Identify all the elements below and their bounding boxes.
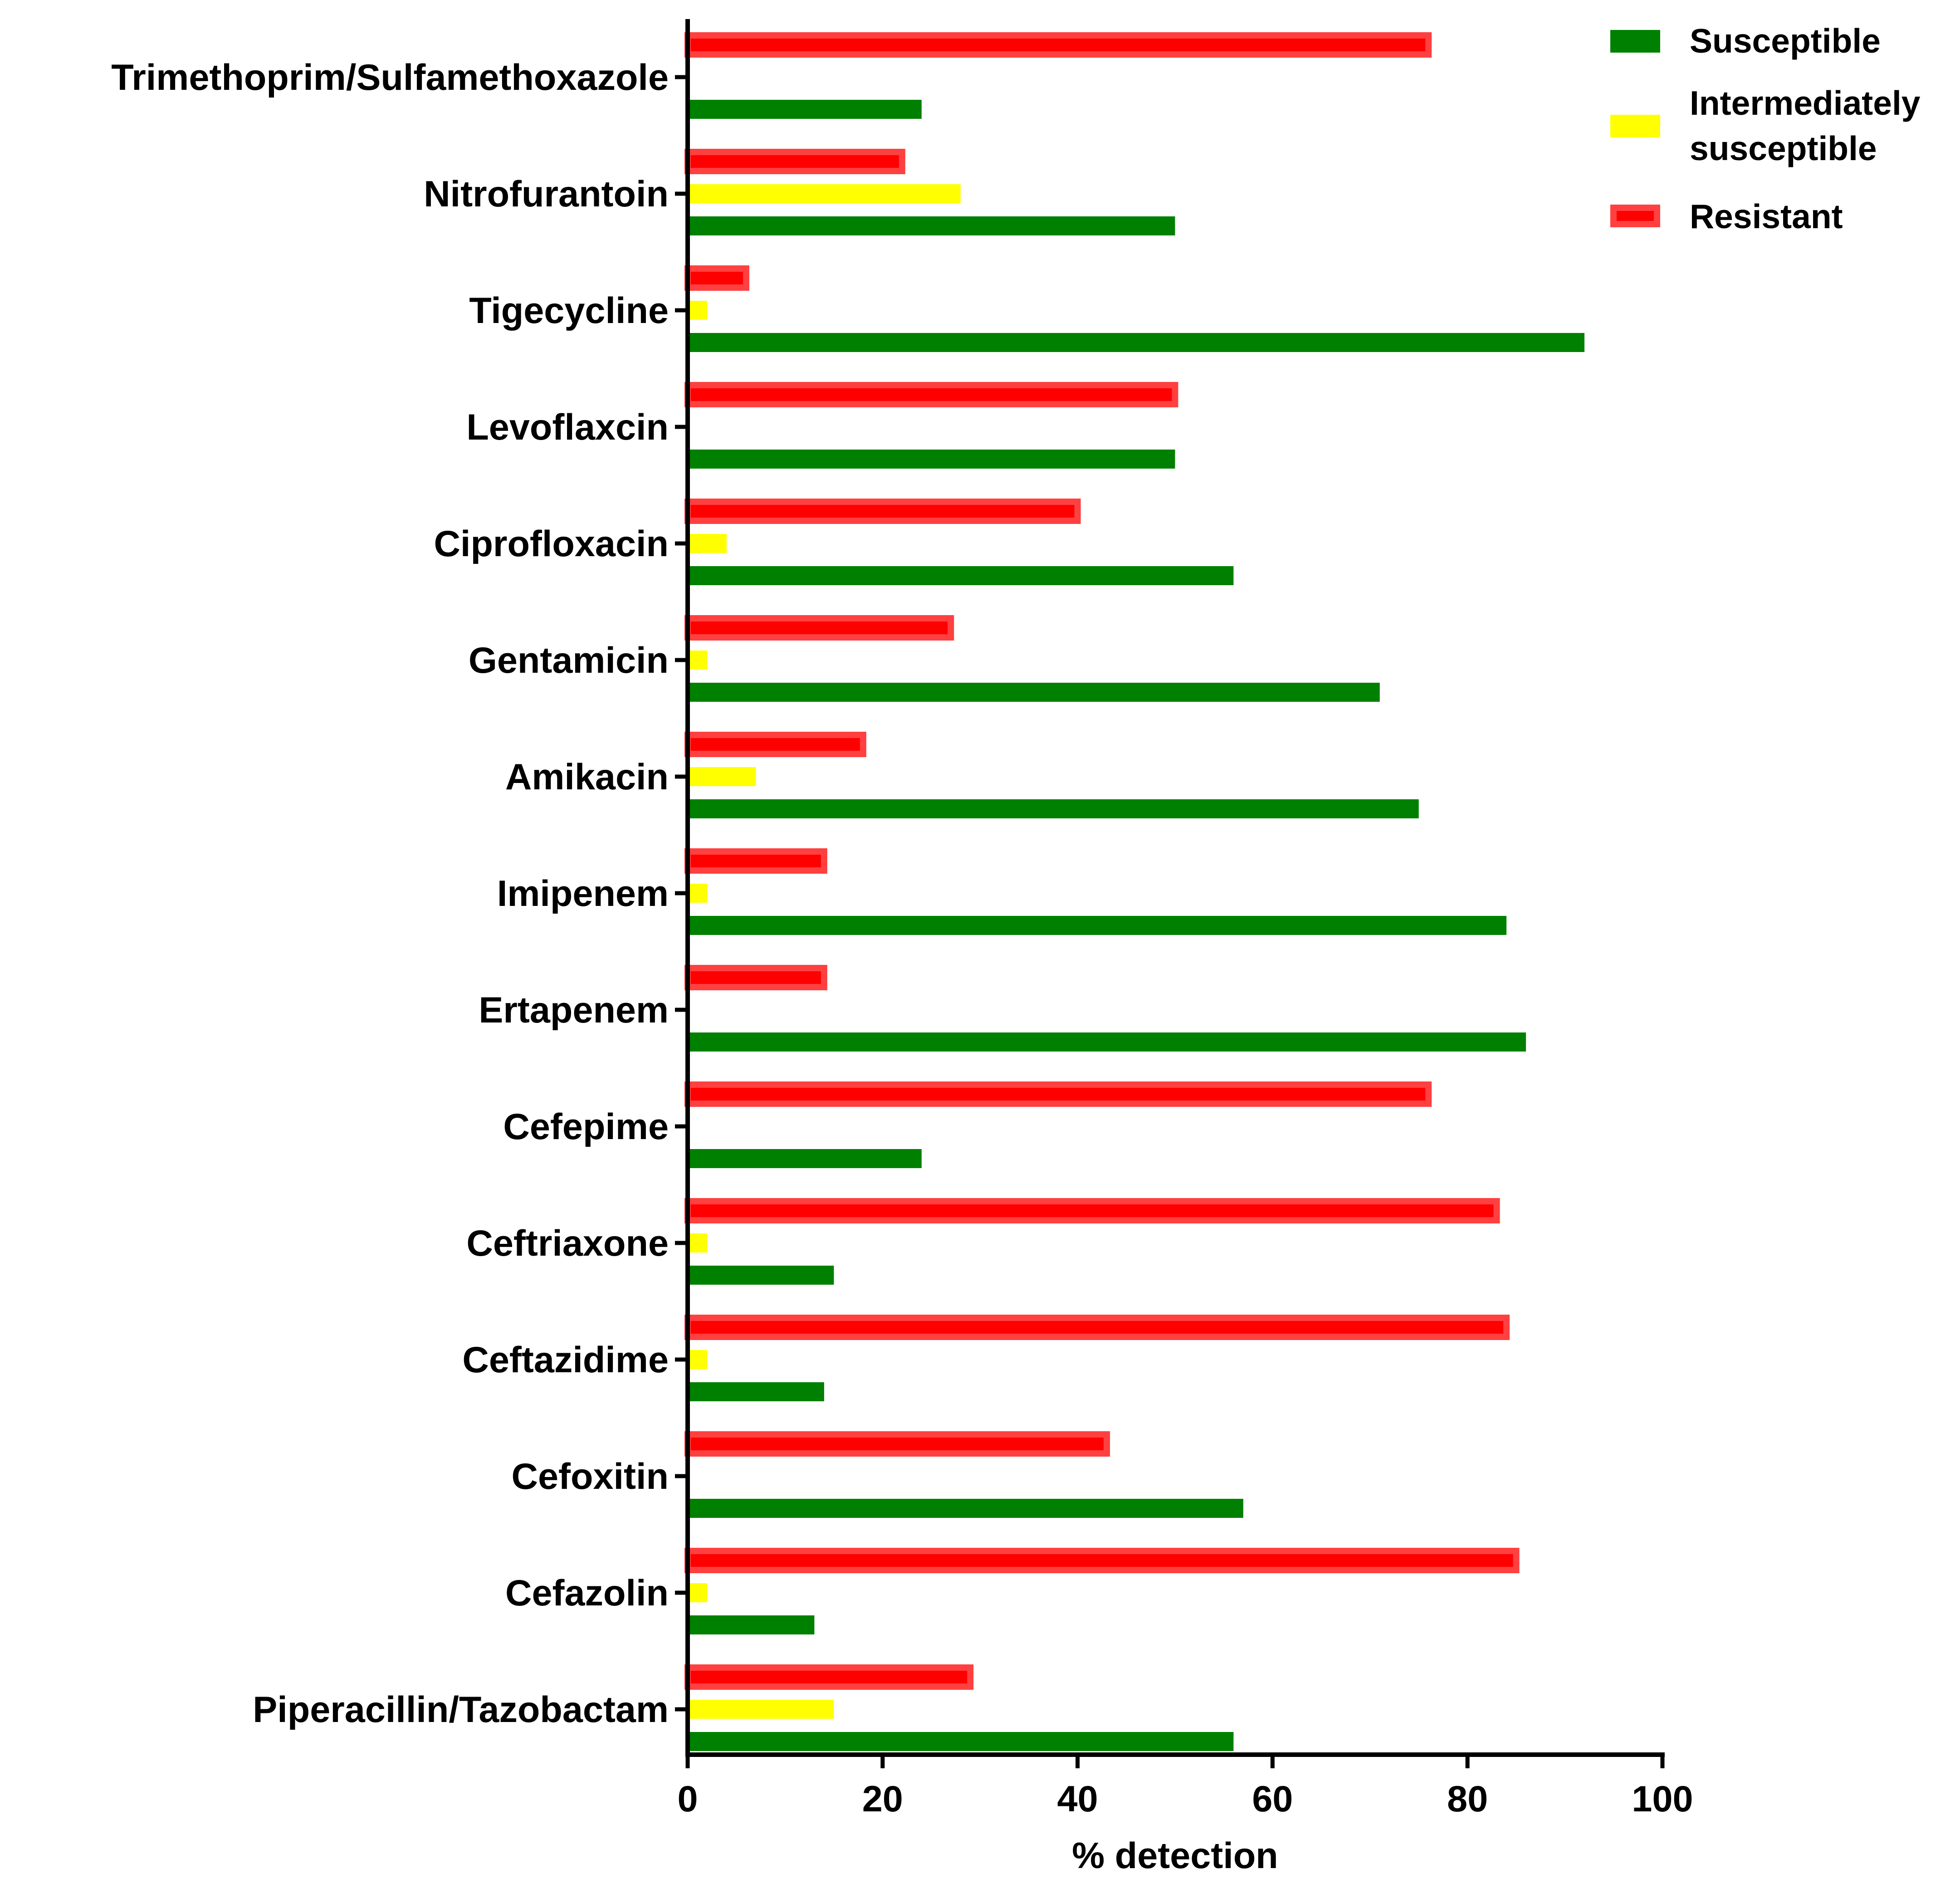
legend-swatch-susceptible <box>1610 30 1660 53</box>
bar-susceptible-cefoxitin <box>688 1499 1243 1518</box>
bar-susceptible-trimethoprim-sulfamethoxazole <box>688 100 922 119</box>
legend-label-resistant: Resistant <box>1690 197 1843 235</box>
bar-intermediate-ceftazidime <box>688 1350 707 1369</box>
bar-susceptible-amikacin <box>688 799 1419 818</box>
bar-resistant-cefoxitin <box>684 1431 1110 1457</box>
bar-susceptible-piperacillin-tazobactam <box>688 1732 1234 1751</box>
x-tick-label-60: 60 <box>1252 1779 1293 1820</box>
bar-susceptible-ertapenem <box>688 1032 1526 1052</box>
x-axis-title: % detection <box>1072 1835 1278 1876</box>
bar-intermediate-piperacillin-tazobactam <box>688 1700 834 1719</box>
category-label-ceftriaxone: Ceftriaxone <box>466 1223 669 1264</box>
bar-resistant-ceftriaxone <box>684 1198 1500 1223</box>
category-label-gentamicin: Gentamicin <box>469 640 669 681</box>
category-label-cefazolin: Cefazolin <box>505 1573 669 1614</box>
bar-susceptible-gentamicin <box>688 683 1380 702</box>
category-label-cefepime: Cefepime <box>503 1106 669 1147</box>
bar-susceptible-nitrofurantoin <box>688 216 1175 235</box>
x-tick-labels: 0 20 40 60 80 100 <box>677 1779 1693 1820</box>
bar-intermediate-ceftriaxone <box>688 1233 707 1252</box>
category-label-levoflaxcin: Levoflaxcin <box>466 407 669 448</box>
bar-susceptible-ceftazidime <box>688 1382 824 1401</box>
bar-intermediate-tigecycline <box>688 301 707 320</box>
legend-swatch-intermediate <box>1610 115 1660 137</box>
bar-susceptible-cefepime <box>688 1149 922 1168</box>
category-label-imipenem: Imipenem <box>497 873 669 914</box>
bar-resistant-nitrofurantoin <box>684 149 905 174</box>
category-label-amikacin: Amikacin <box>505 757 669 797</box>
bar-resistant-cefepime <box>684 1081 1432 1107</box>
bar-intermediate-gentamicin <box>688 651 707 670</box>
bar-resistant-amikacin <box>684 732 866 757</box>
bar-resistant-levoflaxcin <box>684 382 1178 407</box>
bar-resistant-ceftazidime <box>684 1315 1510 1340</box>
bar-intermediate-cefazolin <box>688 1583 707 1602</box>
legend-swatch-resistant <box>1610 205 1660 227</box>
bar-resistant-ciprofloxacin <box>684 499 1081 524</box>
category-label-ertapenem: Ertapenem <box>479 990 669 1031</box>
category-labels: Trimethoprim/Sulfamethoxazole Nitrofurant… <box>111 57 669 1730</box>
category-label-ceftazidime: Ceftazidime <box>462 1340 669 1380</box>
category-label-nitrofurantoin: Nitrofurantoin <box>424 174 669 215</box>
bar-resistant-piperacillin-tazobactam <box>684 1664 974 1690</box>
axes-group <box>675 19 1665 1768</box>
bar-susceptible-ceftriaxone <box>688 1266 834 1285</box>
bar-intermediate-imipenem <box>688 884 707 903</box>
bar-resistant-imipenem <box>684 848 827 874</box>
category-label-ciprofloxacin: Ciprofloxacin <box>434 523 669 564</box>
bar-resistant-trimethoprim-sulfamethoxazole <box>684 32 1432 58</box>
bar-susceptible-cefazolin <box>688 1615 815 1634</box>
category-label-cefoxitin: Cefoxitin <box>511 1456 669 1497</box>
bars-group <box>684 32 1585 1751</box>
bar-resistant-gentamicin <box>684 615 954 641</box>
bar-intermediate-amikacin <box>688 767 756 786</box>
bar-intermediate-ciprofloxacin <box>688 534 727 553</box>
x-tick-label-20: 20 <box>862 1779 903 1820</box>
legend: Susceptible Intermediately susceptible Resi… <box>1610 22 1921 235</box>
category-label-piperacillin-tazobactam: Piperacillin/Tazobactam <box>253 1689 669 1730</box>
x-tick-label-0: 0 <box>677 1779 698 1820</box>
bar-susceptible-imipenem <box>688 916 1507 935</box>
x-tick-label-80: 80 <box>1447 1779 1488 1820</box>
bar-intermediate-nitrofurantoin <box>688 184 961 203</box>
x-tick-label-40: 40 <box>1057 1779 1098 1820</box>
legend-label-susceptible: Susceptible <box>1690 22 1881 60</box>
bar-resistant-cefazolin <box>684 1548 1520 1573</box>
bar-resistant-ertapenem <box>684 965 827 990</box>
bar-resistant-tigecycline <box>684 265 749 291</box>
bar-susceptible-tigecycline <box>688 333 1585 352</box>
legend-label-intermediate: Intermediately susceptible <box>1690 84 1921 167</box>
bar-susceptible-ciprofloxacin <box>688 566 1234 585</box>
category-label-trimethoprim-sulfamethoxazole: Trimethoprim/Sulfamethoxazole <box>111 57 669 98</box>
x-tick-label-100: 100 <box>1632 1779 1693 1820</box>
bar-susceptible-levoflaxcin <box>688 450 1175 469</box>
category-label-tigecycline: Tigecycline <box>469 290 669 331</box>
